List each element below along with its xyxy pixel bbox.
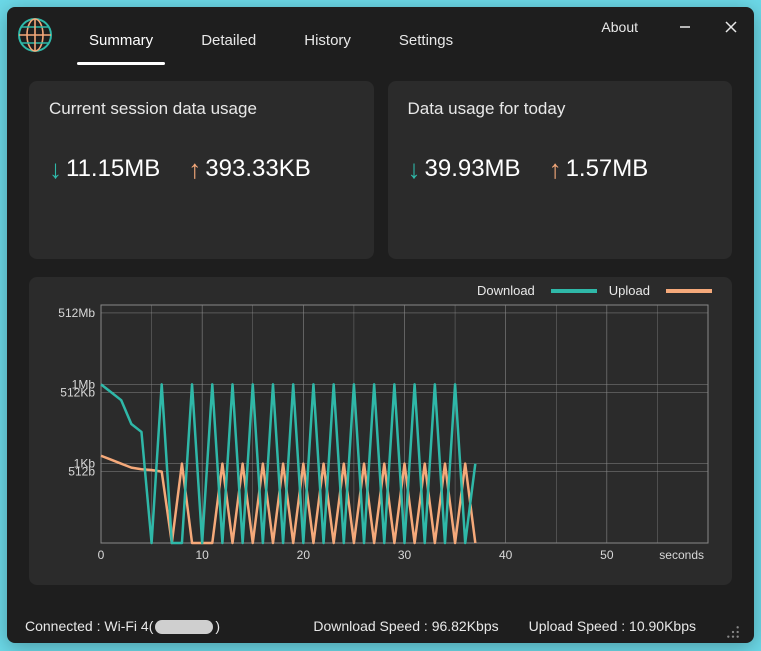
content: Current session data usage ↓ 11.15MB ↑ 3…	[7, 63, 754, 609]
arrow-up-icon: ↑	[188, 156, 201, 182]
arrow-up-icon: ↑	[549, 156, 562, 182]
svg-text:seconds: seconds	[659, 548, 704, 562]
tab-history[interactable]: History	[282, 18, 373, 63]
chart-card: Download Upload 01020304050seconds512Mb1…	[29, 277, 732, 585]
tabs: Summary Detailed History Settings	[67, 7, 475, 63]
session-upload-value: 393.33KB	[205, 155, 310, 183]
svg-text:10: 10	[195, 548, 209, 562]
tab-detailed[interactable]: Detailed	[179, 18, 278, 63]
minimize-button[interactable]	[662, 9, 708, 45]
session-upload: ↑ 393.33KB	[188, 155, 310, 183]
resize-grip-icon[interactable]	[726, 625, 740, 639]
status-connection: Connected : Wi-Fi 4()	[25, 618, 220, 634]
card-today-title: Data usage for today	[408, 99, 713, 119]
today-download-value: 39.93MB	[425, 155, 521, 183]
about-link[interactable]: About	[595, 11, 644, 43]
svg-text:512Kb: 512Kb	[60, 385, 95, 399]
svg-text:20: 20	[297, 548, 311, 562]
arrow-down-icon: ↓	[49, 156, 62, 182]
card-session-title: Current session data usage	[49, 99, 354, 119]
svg-text:50: 50	[600, 548, 614, 562]
session-download: ↓ 11.15MB	[49, 155, 160, 183]
legend-upload-label: Upload	[609, 283, 650, 298]
status-download-speed: Download Speed : 96.82Kbps	[313, 618, 498, 634]
ssid-redacted	[155, 620, 213, 634]
today-upload-value: 1.57MB	[566, 155, 649, 183]
today-download: ↓ 39.93MB	[408, 155, 521, 183]
cards-row: Current session data usage ↓ 11.15MB ↑ 3…	[29, 81, 732, 259]
svg-text:30: 30	[398, 548, 412, 562]
svg-text:512b: 512b	[68, 465, 95, 479]
close-button[interactable]	[708, 9, 754, 45]
card-today: Data usage for today ↓ 39.93MB ↑ 1.57MB	[388, 81, 733, 259]
today-upload: ↑ 1.57MB	[549, 155, 649, 183]
svg-text:40: 40	[499, 548, 513, 562]
legend-download-label: Download	[477, 283, 535, 298]
arrow-down-icon: ↓	[408, 156, 421, 182]
legend-download-swatch	[551, 289, 597, 293]
svg-text:0: 0	[98, 548, 105, 562]
statusbar: Connected : Wi-Fi 4() Download Speed : 9…	[7, 609, 754, 643]
status-upload-speed: Upload Speed : 10.90Kbps	[529, 618, 696, 634]
titlebar: Summary Detailed History Settings About	[7, 7, 754, 63]
bandwidth-chart: 01020304050seconds512Mb1Mb512Kb1Kb512b	[43, 287, 718, 571]
tab-settings[interactable]: Settings	[377, 18, 475, 63]
tab-summary[interactable]: Summary	[67, 18, 175, 63]
legend-upload-swatch	[666, 289, 712, 293]
app-globe-icon	[17, 17, 53, 53]
svg-text:512Mb: 512Mb	[58, 306, 95, 320]
session-download-value: 11.15MB	[66, 155, 160, 183]
app-window: Summary Detailed History Settings About …	[7, 7, 754, 643]
chart-legend: Download Upload	[477, 283, 712, 298]
card-session: Current session data usage ↓ 11.15MB ↑ 3…	[29, 81, 374, 259]
